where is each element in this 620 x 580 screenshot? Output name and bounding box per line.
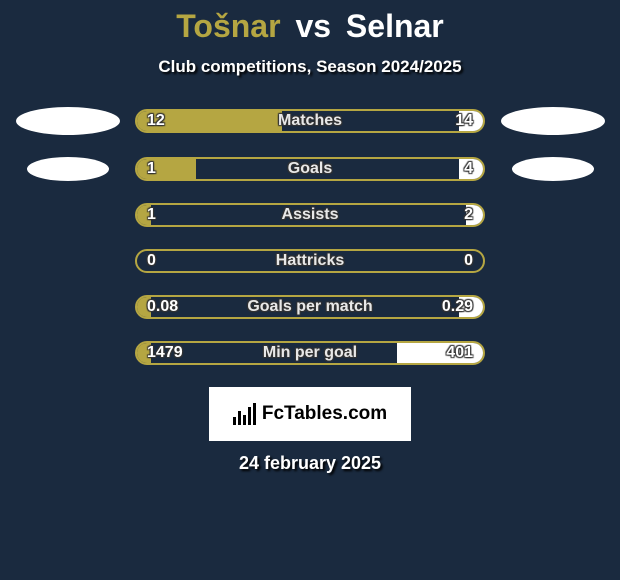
stat-row: 1 2 Assists [0,203,620,227]
right-side-col [485,157,620,181]
stat-bar: 1479 401 Min per goal [135,341,485,365]
player-ellipse-right [512,157,594,181]
value-right: 0.29 [442,298,473,316]
value-left: 0 [147,252,156,270]
value-right: 2 [464,206,473,224]
value-left: 1 [147,206,156,224]
stat-label: Goals [288,160,332,178]
value-right: 401 [446,344,473,362]
date-text: 24 february 2025 [0,453,620,474]
player2-name: Selnar [346,8,444,44]
stat-bar: 1 4 Goals [135,157,485,181]
value-left: 1 [147,160,156,178]
right-side-col [485,107,620,135]
stat-row: 1479 401 Min per goal [0,341,620,365]
left-side-col [0,107,135,135]
stat-bar: 1 2 Assists [135,203,485,227]
watermark-badge: FcTables.com [209,387,411,441]
left-side-col [0,157,135,181]
stat-label: Min per goal [263,344,357,362]
player-ellipse-left [16,107,120,135]
player-ellipse-right [501,107,605,135]
title: Tošnar vs Selnar [0,8,620,45]
value-left: 1479 [147,344,183,362]
stat-label: Matches [278,112,342,130]
subtitle: Club competitions, Season 2024/2025 [0,57,620,77]
comparison-infographic: Tošnar vs Selnar Club competitions, Seas… [0,0,620,474]
stat-bar: 0.08 0.29 Goals per match [135,295,485,319]
stats-list: 1214Matches14Goals12Assists00Hattricks0.… [0,107,620,365]
player1-name: Tošnar [176,8,280,44]
stat-label: Hattricks [276,252,344,270]
value-right: 14 [455,112,473,130]
stat-row: 0 0 Hattricks [0,249,620,273]
stat-row: 0.08 0.29 Goals per match [0,295,620,319]
value-left: 0.08 [147,298,178,316]
bar-chart-icon [233,403,256,425]
stat-row: 1 4 Goals [0,157,620,181]
fill-left [137,159,196,179]
value-left: 12 [147,112,165,130]
stat-row: 12 14 Matches [0,107,620,135]
player-ellipse-left [27,157,109,181]
stat-bar: 12 14 Matches [135,109,485,133]
value-right: 0 [464,252,473,270]
versus-text: vs [295,8,331,44]
stat-label: Assists [282,206,339,224]
stat-bar: 0 0 Hattricks [135,249,485,273]
stat-label: Goals per match [247,298,372,316]
value-right: 4 [464,160,473,178]
watermark-text: FcTables.com [262,403,387,425]
